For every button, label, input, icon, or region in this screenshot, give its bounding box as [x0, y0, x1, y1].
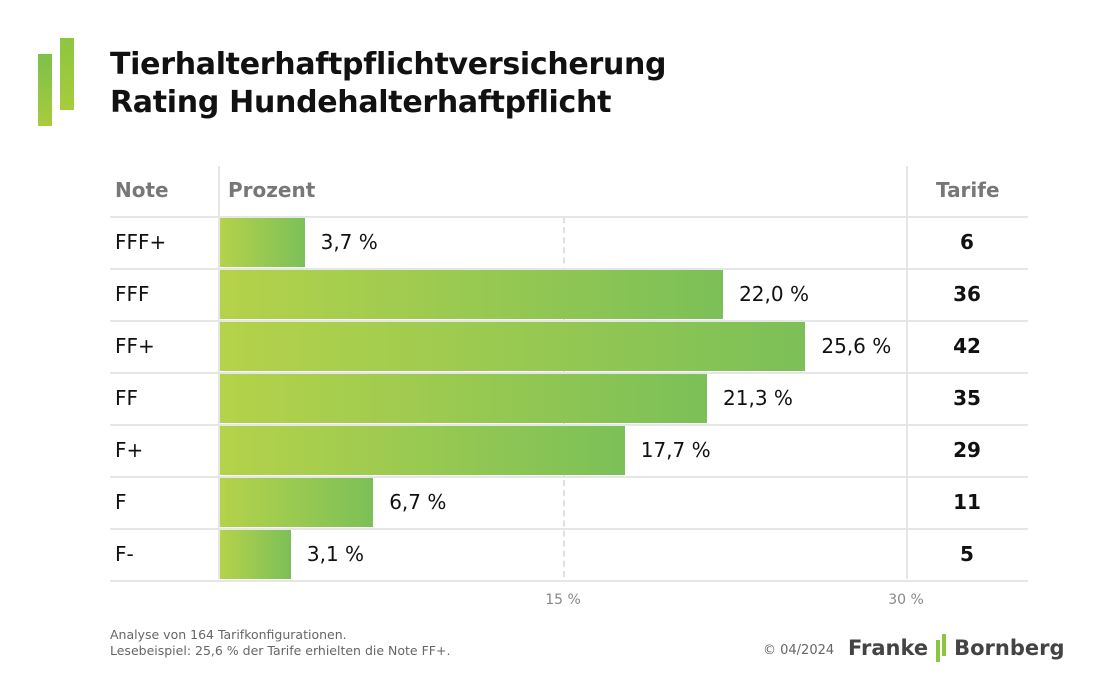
logo-bars-icon: [38, 38, 78, 128]
row-tarife-count: 36: [953, 282, 981, 306]
row-tarife-count: 42: [953, 334, 981, 358]
bar-FF+: [220, 322, 806, 371]
bar-value-label: 21,3 %: [723, 386, 793, 410]
brand-logo: Franke Bornberg: [848, 634, 1065, 662]
chart-row: FFF+ 3,7 % 6: [0, 217, 1100, 270]
row-divider: [110, 216, 1028, 218]
row-divider: [110, 268, 1028, 270]
bar-F: [220, 478, 374, 527]
row-note-label: FFF+: [115, 230, 167, 254]
row-divider: [110, 476, 1028, 478]
chart-row: FF 21,3 % 35: [0, 373, 1100, 426]
logo-bar-right: [60, 38, 74, 110]
footnote: Analyse von 164 Tarifkonfigurationen. Le…: [110, 627, 450, 659]
column-header-note: Note: [115, 178, 169, 202]
chart-row: F 6,7 % 11: [0, 477, 1100, 530]
chart-title: Tierhalterhaftpflichtversicherung Rating…: [110, 46, 667, 122]
bar-value-label: 3,7 %: [320, 230, 378, 254]
column-header-tarife: Tarife: [936, 178, 1000, 202]
chart-row: F+ 17,7 % 29: [0, 425, 1100, 478]
row-divider: [110, 580, 1028, 582]
title-line-1: Tierhalterhaftpflichtversicherung: [110, 47, 667, 82]
row-tarife-count: 5: [960, 542, 974, 566]
bar-FF: [220, 374, 708, 423]
chart-row: FFF 22,0 % 36: [0, 269, 1100, 322]
chart-row: F- 3,1 % 5: [0, 529, 1100, 582]
chart-row: FF+ 25,6 % 42: [0, 321, 1100, 374]
brand-bars-icon: [934, 634, 948, 662]
row-divider: [110, 372, 1028, 374]
bar-F-: [220, 530, 291, 579]
tick-label-15: 15 %: [545, 592, 581, 608]
row-divider: [110, 528, 1028, 530]
bar-value-label: 17,7 %: [640, 438, 711, 462]
row-note-label: F: [115, 490, 127, 514]
bar-value-label: 3,1 %: [306, 542, 365, 566]
row-tarife-count: 35: [953, 386, 981, 410]
row-divider: [110, 320, 1028, 322]
brand-name-left: Franke: [848, 636, 929, 660]
footnote-line-2: Lesebeispiel: 25,6 % der Tarife erhielte…: [110, 643, 451, 658]
bar-FFF: [220, 270, 724, 319]
row-note-label: FF+: [115, 334, 155, 358]
tick-label-30: 30 %: [888, 592, 924, 608]
logo-bar-left: [38, 54, 52, 126]
row-tarife-count: 6: [960, 230, 974, 254]
bar-FFF+: [220, 218, 305, 267]
row-note-label: F-: [115, 542, 134, 566]
bar-value-label: 22,0 %: [739, 282, 809, 306]
row-note-label: FFF: [115, 282, 150, 306]
row-tarife-count: 11: [953, 490, 981, 514]
bar-value-label: 25,6 %: [821, 334, 892, 358]
brand-name-right: Bornberg: [954, 636, 1065, 660]
column-header-percent: Prozent: [228, 178, 316, 202]
row-note-label: FF: [115, 386, 139, 410]
row-divider: [110, 424, 1028, 426]
title-line-2: Rating Hundehalterhaftpflicht: [110, 85, 612, 120]
row-note-label: F+: [115, 438, 144, 462]
bar-F+: [220, 426, 625, 475]
copyright: © 04/2024: [763, 643, 835, 658]
bar-value-label: 6,7 %: [389, 490, 447, 514]
row-tarife-count: 29: [953, 438, 981, 462]
footnote-line-1: Analyse von 164 Tarifkonfigurationen.: [110, 627, 347, 642]
